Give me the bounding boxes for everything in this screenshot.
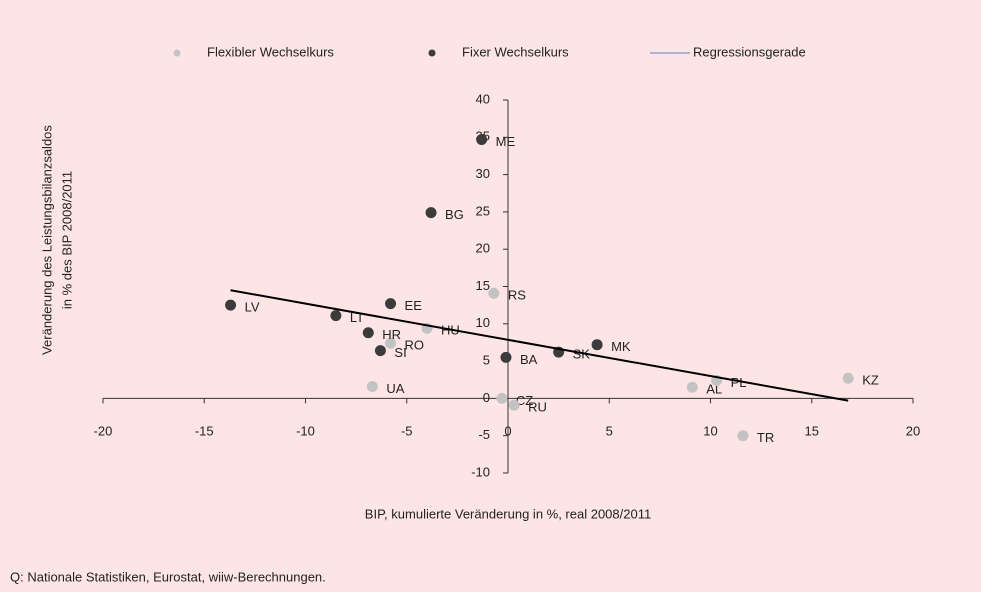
point-label: BG [445, 207, 464, 222]
x-tick-label: 10 [703, 423, 717, 438]
point-label: EE [405, 298, 423, 313]
point [374, 345, 386, 357]
x-tick-label: 5 [606, 423, 613, 438]
x-tick-label: -20 [94, 423, 113, 438]
point-label: PL [731, 375, 747, 390]
point-label: UA [386, 381, 404, 396]
point [488, 287, 500, 299]
x-tick-label: -15 [195, 423, 214, 438]
point-label: BA [520, 352, 538, 367]
x-tick-label: 15 [805, 423, 819, 438]
x-tick-label: 20 [906, 423, 920, 438]
point-label: SI [394, 345, 406, 360]
y-tick-label: 5 [483, 353, 490, 368]
legend-swatch [173, 49, 181, 57]
point-label: KZ [862, 373, 879, 388]
y-tick-label: 0 [483, 390, 490, 405]
point [225, 299, 237, 311]
point [500, 351, 512, 363]
y-tick-label: 25 [476, 203, 490, 218]
y-tick-label: 40 [476, 91, 490, 106]
point [366, 380, 378, 392]
point [686, 381, 698, 393]
point [385, 298, 397, 310]
legend-swatch [428, 49, 436, 57]
y-tick-label: 20 [476, 241, 490, 256]
point-label: CZ [516, 393, 533, 408]
point [842, 372, 854, 384]
x-tick-label: -10 [296, 423, 315, 438]
point-label: HR [382, 327, 401, 342]
point [362, 327, 374, 339]
regression-line [230, 289, 849, 402]
point-label: TR [757, 430, 774, 445]
x-tick-label: -5 [401, 423, 413, 438]
point-label: LV [245, 300, 260, 315]
point [425, 207, 437, 219]
legend-label: Flexibler Wechselkurs [207, 44, 334, 59]
point-label: RS [508, 288, 526, 303]
point [385, 337, 397, 349]
y-tick-label: -5 [478, 427, 490, 442]
y-tick-label: -10 [471, 464, 490, 479]
y-axis-title: Veränderung des Leistungsbilanzsaldos [39, 125, 54, 355]
point-label: MK [611, 339, 631, 354]
source-note: Q: Nationale Statistiken, Eurostat, wiiw… [10, 569, 326, 584]
y-tick-label: 15 [476, 278, 490, 293]
point [330, 310, 342, 322]
point [496, 392, 508, 404]
point-label: RO [405, 338, 425, 353]
point [476, 134, 488, 146]
legend-label: Fixer Wechselkurs [462, 44, 569, 59]
point [508, 399, 520, 411]
legend-label: Regressionsgerade [693, 44, 806, 59]
point-label: SK [573, 347, 591, 362]
y-axis-title: in % des BIP 2008/2011 [59, 171, 74, 309]
point-label: ME [496, 134, 516, 149]
point [591, 339, 603, 351]
y-tick-label: 10 [476, 315, 490, 330]
y-tick-label: 30 [476, 166, 490, 181]
point-label: RU [528, 400, 547, 415]
x-tick-label: 0 [504, 423, 511, 438]
point [737, 430, 749, 442]
x-axis-title: BIP, kumulierte Veränderung in %, real 2… [365, 506, 651, 521]
